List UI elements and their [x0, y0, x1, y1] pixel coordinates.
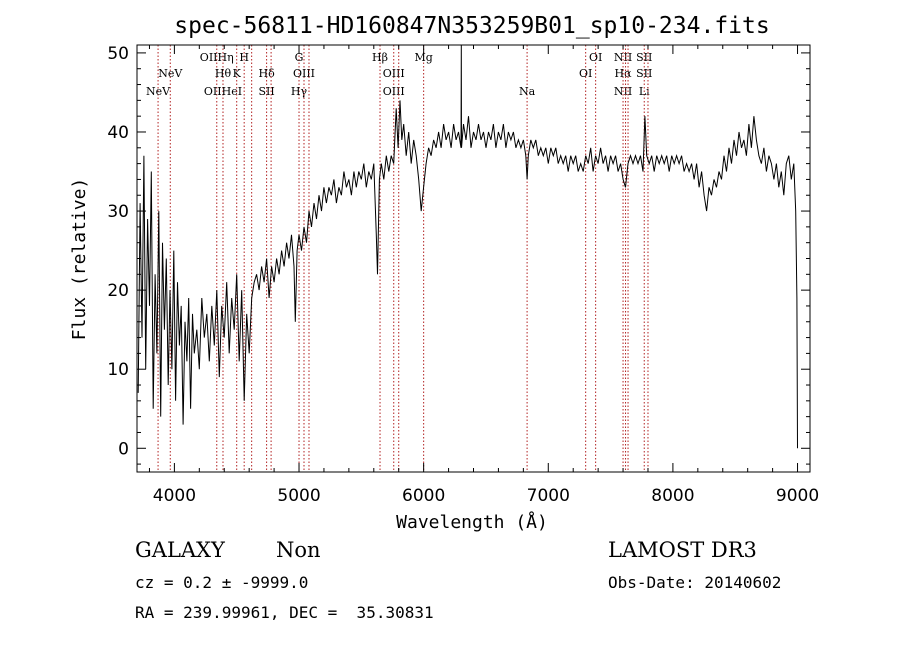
x-tick-label: 8000 — [651, 486, 694, 506]
x-tick-label: 9000 — [776, 486, 819, 506]
line-marker-label: NeV — [146, 85, 171, 98]
line-marker-label: Hθ — [215, 67, 232, 80]
line-marker-label: NII — [614, 51, 632, 64]
y-tick-label: 10 — [107, 360, 129, 380]
line-marker-label: OIII — [383, 85, 405, 98]
line-marker-label: Mg — [414, 51, 432, 64]
x-tick-label: 7000 — [527, 486, 570, 506]
line-marker-label: OI — [589, 51, 602, 64]
line-marker-label: SII — [636, 51, 652, 64]
line-marker-label: H — [239, 51, 249, 64]
emission-line-markers: NeV NeV OIIHη Hθ OIIHeI KH Hδ SII G Hγ OIII Hβ OIII O… — [146, 45, 652, 472]
line-marker-label: SII — [258, 85, 274, 98]
line-marker-label: Hγ — [291, 85, 308, 98]
line-marker-label: Hβ — [372, 51, 388, 64]
line-marker-label: OI — [579, 67, 592, 80]
line-marker-label: Na — [519, 85, 536, 98]
x-tick-label: 4000 — [153, 486, 196, 506]
coordinates-text: RA = 239.99961, DEC = 35.30831 — [135, 603, 434, 622]
y-axis-label: Flux (relative) — [69, 178, 90, 341]
line-marker-label: Hα — [615, 67, 633, 80]
y-axis: 0 10 20 30 40 50 — [107, 44, 810, 465]
x-tick-label: 5000 — [277, 486, 320, 506]
y-tick-label: 0 — [118, 439, 129, 459]
line-marker-label: OIIHη — [200, 51, 234, 64]
line-marker-label: Li — [639, 85, 650, 98]
y-tick-label: 50 — [107, 44, 129, 64]
spectrum-series — [137, 44, 798, 449]
spectrum-line — [137, 44, 798, 449]
y-tick-label: 20 — [107, 281, 129, 301]
plot-frame — [136, 44, 811, 473]
line-marker-label: G — [295, 51, 304, 64]
line-marker-label: SII — [636, 67, 652, 80]
chart-title: spec-56811-HD160847N353259B01_sp10-234.f… — [174, 13, 769, 39]
x-axis-label: Wavelength (Å) — [396, 511, 548, 533]
line-marker-label: Hδ — [259, 67, 276, 80]
y-tick-label: 30 — [107, 202, 129, 222]
line-marker-label: NeV — [158, 67, 183, 80]
x-tick-label: 6000 — [402, 486, 445, 506]
survey-name: LAMOST DR3 — [608, 538, 757, 562]
y-tick-label: 40 — [107, 123, 129, 143]
object-subclass: Non — [276, 538, 321, 562]
line-marker-label: OIIHeI — [204, 85, 242, 98]
x-axis: 4000 5000 6000 7000 8000 9000 — [148, 45, 819, 506]
line-marker-label: NII — [614, 85, 632, 98]
object-class: GALAXY — [135, 538, 225, 562]
line-marker-label: OIII — [293, 67, 315, 80]
obs-date: Obs-Date: 20140602 — [608, 573, 782, 592]
line-marker-label: K — [233, 67, 242, 80]
line-marker-label: OIII — [383, 67, 405, 80]
redshift-text: cz = 0.2 ± -9999.0 — [135, 573, 309, 592]
